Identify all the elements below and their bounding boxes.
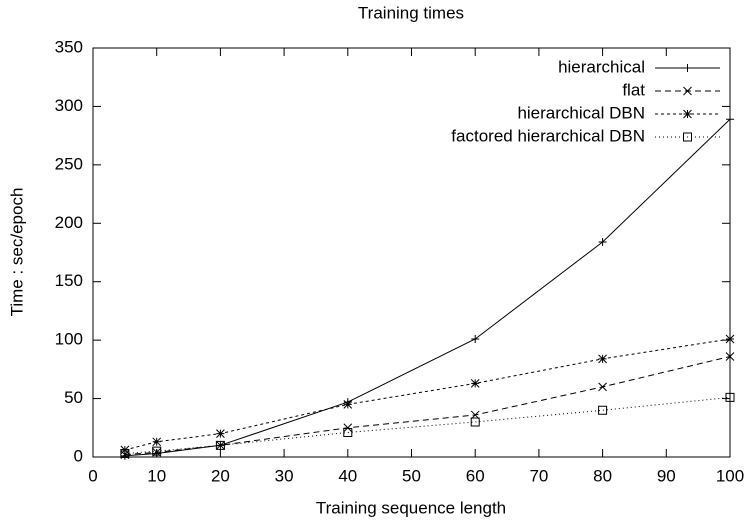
x-tick-label: 40 (338, 466, 357, 485)
marker (216, 429, 225, 438)
legend-label: hierarchical (558, 57, 645, 76)
x-tick-label: 50 (402, 466, 421, 485)
y-tick-label: 350 (55, 37, 83, 56)
marker (471, 334, 480, 343)
marker (470, 417, 480, 427)
x-tick-label: 80 (593, 466, 612, 485)
series-line (124, 396, 731, 454)
y-tick-label: 150 (55, 271, 83, 290)
marker (726, 115, 734, 124)
x-tick-label: 90 (657, 466, 676, 485)
legend-marker (683, 132, 692, 142)
marker (216, 440, 225, 450)
marker (152, 437, 162, 447)
marker (725, 392, 735, 402)
marker (598, 382, 607, 392)
y-tick-label: 100 (55, 330, 83, 349)
y-tick-label: 300 (55, 96, 83, 115)
x-axis-label: Training sequence length (316, 498, 506, 517)
y-tick-label: 250 (55, 154, 83, 173)
x-tick-label: 70 (529, 466, 548, 485)
y-tick-label: 0 (74, 446, 83, 465)
x-tick-label: 0 (88, 466, 97, 485)
marker (725, 334, 735, 344)
marker (152, 449, 161, 458)
legend-label: flat (622, 80, 645, 99)
series-line (124, 118, 731, 457)
marker (470, 379, 480, 388)
marker (343, 400, 353, 409)
x-tick-label: 60 (466, 466, 485, 485)
legend-marker (683, 86, 692, 96)
x-tick-label: 10 (147, 466, 166, 485)
marker (343, 423, 353, 433)
y-axis-label: Time : sec/epoch (7, 188, 26, 317)
marker (343, 427, 353, 437)
marker (152, 446, 162, 456)
marker (598, 354, 607, 364)
y-tick-label: 50 (64, 388, 83, 407)
marker (598, 237, 607, 246)
legend-marker (683, 64, 692, 72)
legend-marker (683, 109, 692, 119)
legend-label: factored hierarchical DBN (451, 126, 645, 145)
chart-title: Training times (358, 3, 464, 22)
x-tick-label: 20 (211, 466, 230, 485)
marker (725, 352, 735, 361)
series-line (124, 356, 731, 456)
marker (598, 405, 608, 415)
legend-label: hierarchical DBN (517, 103, 645, 122)
marker (215, 440, 225, 450)
series-line (124, 338, 731, 451)
marker (120, 448, 130, 458)
y-tick-label: 200 (55, 213, 83, 232)
x-tick-label: 30 (275, 466, 294, 485)
x-tick-label: 100 (716, 466, 744, 485)
